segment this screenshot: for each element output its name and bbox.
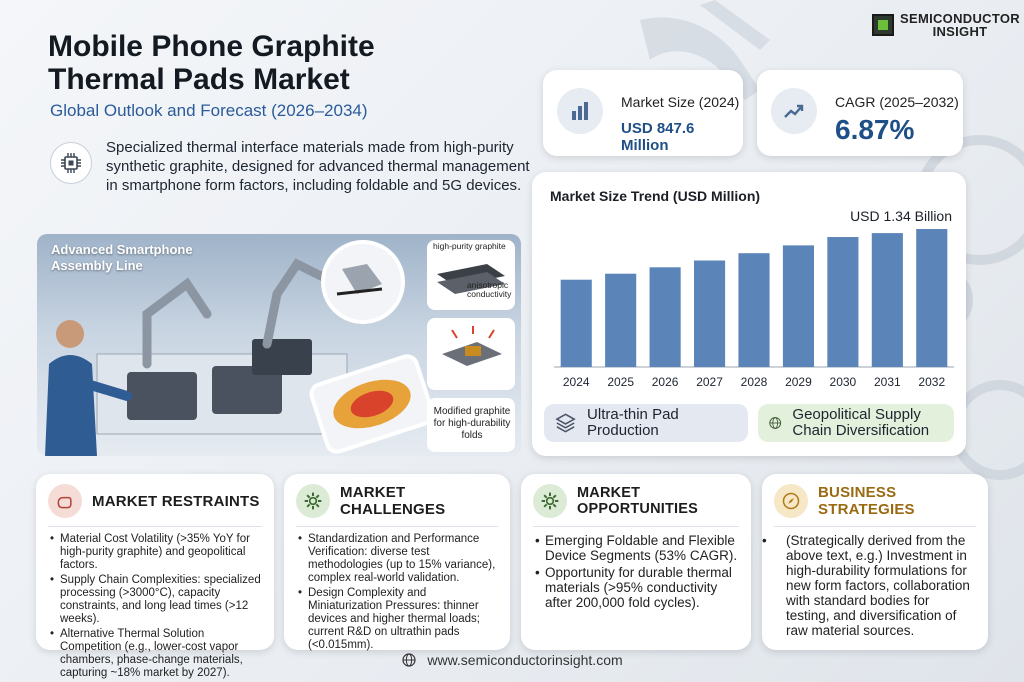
list-item: Design Complexity and Miniaturization Pr… [298, 587, 498, 652]
list-item: Supply Chain Complexities: specialized p… [50, 574, 262, 626]
tick-label-2032: 2032 [918, 375, 945, 389]
logo-mark-icon [872, 14, 894, 36]
challenges-title: MARKET CHALLENGES [340, 484, 446, 518]
challenges-card: MARKET CHALLENGES Standardization and Pe… [284, 474, 510, 652]
tick-label-2028: 2028 [741, 375, 768, 389]
market-trend-chart-card: Market Size Trend (USD Million) USD 1.34… [532, 172, 966, 456]
challenges-divider [296, 526, 498, 527]
chip-icon [50, 142, 92, 184]
list-item: Standardization and Performance Verifica… [298, 533, 498, 585]
bar-2026 [649, 267, 681, 367]
restraints-title: MARKET RESTRAINTS [92, 492, 260, 510]
strategies-body: (Strategically derived from the above te… [786, 533, 970, 638]
brand-logo: SEMICONDUCTOR INSIGHT [872, 12, 1020, 38]
callout-graphite: high-purity graphite [433, 241, 506, 251]
bar-2029 [782, 245, 814, 367]
layers-icon [555, 413, 576, 433]
opportunities-card: MARKET OPPORTUNITIES Emerging Foldable a… [521, 474, 751, 650]
opportunities-list: Emerging Foldable and Flexible Device Se… [521, 533, 751, 610]
logo-line1: SEMICONDUCTOR [900, 11, 1020, 26]
list-item: Emerging Foldable and Flexible Device Se… [535, 533, 739, 563]
strategies-title: BUSINESS STRATEGIES [818, 484, 915, 518]
trend-up-icon [771, 88, 817, 134]
intro-text: Specialized thermal interface materials … [106, 139, 530, 194]
strategies-divider [774, 526, 976, 527]
logo-line2: INSIGHT [932, 24, 988, 39]
cagr-label: CAGR (2025–2032) [835, 94, 959, 110]
opportunities-title: MARKET OPPORTUNITIES [577, 485, 699, 517]
bar-chart-icon [557, 88, 603, 134]
restraints-divider [48, 526, 262, 527]
callout-anisotropic: anisotropic conductivity [467, 280, 512, 299]
chart-title: Market Size Trend (USD Million) [550, 188, 761, 204]
bar-2024 [560, 279, 592, 367]
strategies-card: BUSINESS STRATEGIES • (Strategically deri… [762, 474, 988, 650]
bar-2031 [871, 233, 903, 367]
scene-label: Advanced Smartphone Assembly Line [51, 242, 193, 273]
bar-chart: 2024 2025 2026 2027 2028 2029 2030 2031 2032 [554, 229, 954, 389]
strategies-text: • (Strategically derived from the above t… [762, 533, 988, 638]
tick-label-2025: 2025 [607, 375, 634, 389]
opportunities-divider [533, 526, 739, 527]
restraint-hand-icon [48, 484, 82, 518]
ultra-thin-label: Ultra-thin Pad Production [587, 406, 679, 439]
page-title: Mobile Phone Graphite Thermal Pads Marke… [48, 30, 375, 96]
footer-link[interactable]: www.semiconductorinsight.com [427, 652, 623, 668]
geopolitical-label: Geopolitical Supply Chain Diversificatio… [792, 406, 930, 439]
page-subtitle: Global Outlook and Forecast (2026–2034) [50, 101, 368, 120]
challenges-list: Standardization and Performance Verifica… [284, 533, 510, 652]
footer: www.semiconductorinsight.com [0, 652, 1024, 668]
intro-section: Specialized thermal interface materials … [50, 138, 530, 195]
cagr-value: 6.87% [835, 114, 915, 145]
list-item: Material Cost Volatility (>35% YoY for h… [50, 533, 262, 572]
tick-label-2027: 2027 [696, 375, 723, 389]
tick-label-2029: 2029 [785, 375, 812, 389]
list-item: Opportunity for durable thermal material… [535, 565, 739, 610]
tick-label-2024: 2024 [563, 375, 590, 389]
compass-icon [774, 484, 808, 518]
bar-2028 [738, 253, 770, 367]
gear-icon [296, 484, 330, 518]
restraints-card: MARKET RESTRAINTS Material Cost Volatili… [36, 474, 274, 679]
restraints-list: Material Cost Volatility (>35% YoY for h… [36, 533, 274, 680]
assembly-scene-graphic [45, 240, 515, 456]
tick-label-2026: 2026 [652, 375, 679, 389]
market-size-card: Market Size (2024) USD 847.6 Million [543, 70, 743, 156]
bar-2030 [827, 237, 859, 367]
assembly-line-illustration: Advanced Smartphone Assembly Line high-p… [37, 234, 521, 456]
cagr-card: CAGR (2025–2032) 6.87% [757, 70, 963, 156]
market-size-label: Market Size (2024) [621, 94, 740, 110]
tick-label-2030: 2030 [830, 375, 857, 389]
gear-icon [533, 484, 567, 518]
ultra-thin-pill: Ultra-thin Pad Production [544, 404, 748, 442]
bar-2025 [605, 273, 637, 367]
globe-icon [769, 417, 782, 429]
chart-annotation: USD 1.34 Billion [850, 208, 952, 224]
logo-text: SEMICONDUCTOR INSIGHT [900, 12, 1020, 38]
bar-2027 [694, 260, 726, 367]
globe-icon [402, 653, 416, 667]
geopolitical-pill: Geopolitical Supply Chain Diversificatio… [758, 404, 954, 442]
list-item: Alternative Thermal Solution Competition… [50, 628, 262, 680]
bar-2032 [916, 229, 948, 367]
callout-fold: Modified graphite for high-durability fo… [433, 406, 511, 441]
tick-label-2031: 2031 [874, 375, 901, 389]
market-size-value: USD 847.6 Million [621, 120, 695, 154]
